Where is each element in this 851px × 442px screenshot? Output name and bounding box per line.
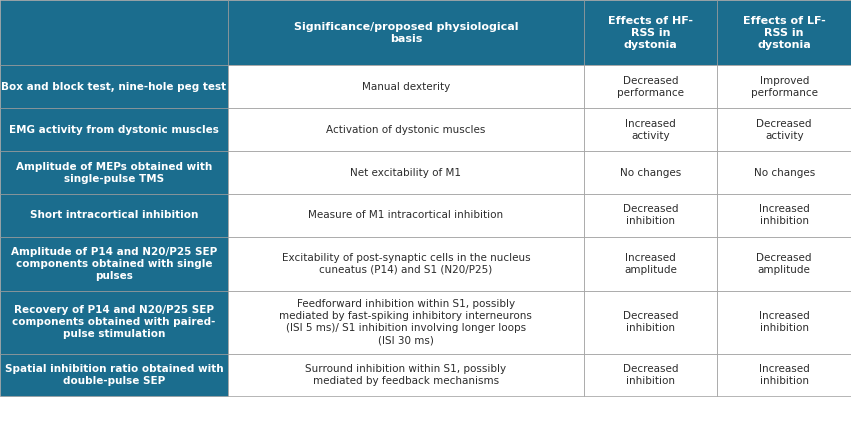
Text: Decreased
inhibition: Decreased inhibition: [623, 205, 678, 226]
Text: Excitability of post-synaptic cells in the nucleus
cuneatus (P14) and S1 (N20/P2: Excitability of post-synaptic cells in t…: [282, 253, 530, 275]
Bar: [584, 108, 717, 151]
Bar: [584, 194, 717, 237]
Bar: [717, 151, 851, 194]
Bar: [0, 194, 228, 237]
Bar: [717, 291, 851, 354]
Text: Increased
activity: Increased activity: [625, 119, 676, 141]
Text: Spatial inhibition ratio obtained with
double-pulse SEP: Spatial inhibition ratio obtained with d…: [5, 364, 223, 386]
Bar: [228, 291, 584, 354]
Text: Increased
inhibition: Increased inhibition: [759, 364, 809, 386]
Bar: [584, 0, 717, 65]
Text: No changes: No changes: [620, 168, 681, 178]
Bar: [717, 108, 851, 151]
Bar: [0, 65, 228, 108]
Text: No changes: No changes: [754, 168, 814, 178]
Text: Amplitude of P14 and N20/P25 SEP
components obtained with single
pulses: Amplitude of P14 and N20/P25 SEP compone…: [11, 247, 217, 281]
Bar: [584, 291, 717, 354]
Text: Measure of M1 intracortical inhibition: Measure of M1 intracortical inhibition: [308, 210, 504, 221]
Text: EMG activity from dystonic muscles: EMG activity from dystonic muscles: [9, 125, 219, 135]
Bar: [228, 237, 584, 291]
Text: Feedforward inhibition within S1, possibly
mediated by fast-spiking inhibitory i: Feedforward inhibition within S1, possib…: [279, 299, 533, 345]
Bar: [228, 0, 584, 65]
Text: Activation of dystonic muscles: Activation of dystonic muscles: [326, 125, 486, 135]
Text: Increased
inhibition: Increased inhibition: [759, 205, 809, 226]
Text: Decreased
performance: Decreased performance: [617, 76, 684, 98]
Bar: [228, 65, 584, 108]
Bar: [228, 194, 584, 237]
Bar: [717, 0, 851, 65]
Bar: [0, 151, 228, 194]
Bar: [228, 108, 584, 151]
Bar: [0, 237, 228, 291]
Text: Net excitability of M1: Net excitability of M1: [351, 168, 461, 178]
Bar: [0, 291, 228, 354]
Text: Increased
amplitude: Increased amplitude: [624, 253, 677, 275]
Text: Decreased
amplitude: Decreased amplitude: [757, 253, 812, 275]
Bar: [0, 0, 228, 65]
Text: Effects of HF-
RSS in
dystonia: Effects of HF- RSS in dystonia: [608, 16, 693, 50]
Bar: [228, 354, 584, 396]
Text: Decreased
inhibition: Decreased inhibition: [623, 364, 678, 386]
Text: Recovery of P14 and N20/P25 SEP
components obtained with paired-
pulse stimulati: Recovery of P14 and N20/P25 SEP componen…: [13, 305, 215, 339]
Bar: [584, 354, 717, 396]
Text: Decreased
inhibition: Decreased inhibition: [623, 311, 678, 333]
Bar: [717, 194, 851, 237]
Bar: [0, 354, 228, 396]
Bar: [584, 65, 717, 108]
Text: Decreased
activity: Decreased activity: [757, 119, 812, 141]
Text: Manual dexterity: Manual dexterity: [362, 82, 450, 92]
Text: Improved
performance: Improved performance: [751, 76, 818, 98]
Text: Significance/proposed physiological
basis: Significance/proposed physiological basi…: [294, 22, 518, 44]
Bar: [0, 108, 228, 151]
Text: Increased
inhibition: Increased inhibition: [759, 311, 809, 333]
Text: Amplitude of MEPs obtained with
single-pulse TMS: Amplitude of MEPs obtained with single-p…: [16, 162, 212, 183]
Bar: [228, 151, 584, 194]
Bar: [717, 354, 851, 396]
Bar: [584, 237, 717, 291]
Text: Effects of LF-
RSS in
dystonia: Effects of LF- RSS in dystonia: [743, 16, 825, 50]
Text: Short intracortical inhibition: Short intracortical inhibition: [30, 210, 198, 221]
Bar: [717, 237, 851, 291]
Text: Surround inhibition within S1, possibly
mediated by feedback mechanisms: Surround inhibition within S1, possibly …: [306, 364, 506, 386]
Text: Box and block test, nine-hole peg test: Box and block test, nine-hole peg test: [2, 82, 226, 92]
Bar: [717, 65, 851, 108]
Bar: [584, 151, 717, 194]
